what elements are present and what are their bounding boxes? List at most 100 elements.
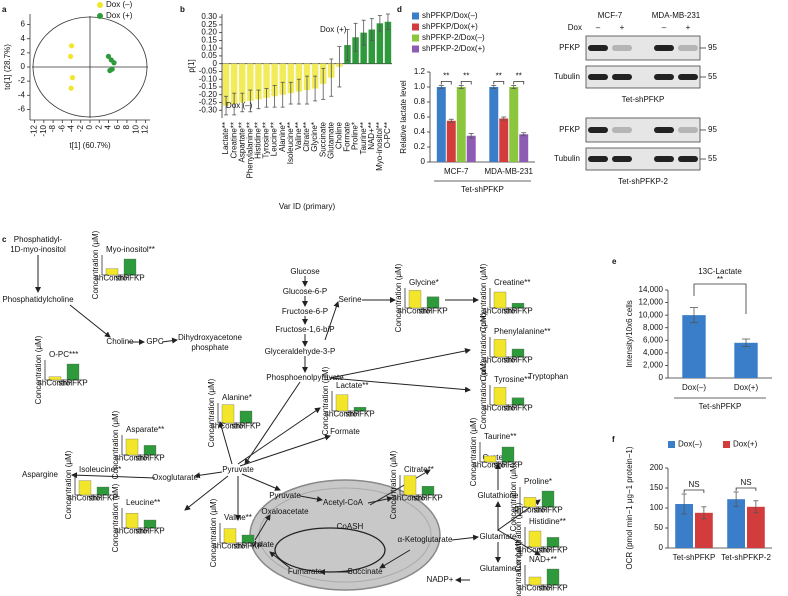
mini-bar bbox=[143, 519, 157, 529]
mini-bar bbox=[501, 446, 515, 463]
mini-bar bbox=[48, 376, 62, 381]
mini-category: shPFKP bbox=[533, 506, 562, 515]
x-tick-label: Tet-shPFKP bbox=[673, 553, 716, 562]
blot-band bbox=[654, 74, 674, 80]
y-tick-label: 0.8 bbox=[414, 97, 426, 106]
legend-label: shPFKP/Dox(+) bbox=[422, 22, 478, 31]
bar bbox=[295, 63, 303, 92]
legend-label: Dox(–) bbox=[678, 440, 702, 449]
mini-bar bbox=[403, 475, 417, 496]
pathway-node: Acetyl-CoA bbox=[323, 498, 364, 507]
pathway-arrow bbox=[237, 407, 321, 465]
legend-label: shPFKP-2/Dox(+) bbox=[422, 44, 485, 53]
y-tick-label: -4 bbox=[18, 90, 26, 99]
blot-band bbox=[612, 127, 632, 133]
y-axis-label: to[1] (28.7%) bbox=[3, 44, 12, 90]
mini-category: shControl bbox=[473, 461, 507, 470]
mini-category: shControl bbox=[483, 356, 517, 365]
y-tick-label: 0 bbox=[21, 62, 26, 71]
mini-bar bbox=[511, 397, 525, 406]
mini-title: O-PC*** bbox=[49, 350, 78, 359]
y-axis-label: Intensity/10x6 cells bbox=[625, 300, 634, 368]
bar bbox=[675, 504, 694, 548]
y-tick-label: -2 bbox=[18, 76, 26, 85]
annotation: ** bbox=[516, 72, 522, 81]
legend-label: Dox(+) bbox=[733, 440, 758, 449]
mini-title: NAD+** bbox=[529, 555, 557, 564]
mini-ylabel: Concentration (μM) bbox=[514, 540, 523, 596]
blot-band bbox=[654, 127, 674, 133]
x-tick-label: Lactate** bbox=[221, 122, 230, 154]
blot-band bbox=[588, 127, 608, 133]
mini-category: shPFKP bbox=[233, 542, 262, 551]
pathway-arrow bbox=[451, 534, 479, 541]
point bbox=[107, 67, 113, 74]
x-tick-label: Dox(–) bbox=[682, 383, 706, 392]
pathway-arrow bbox=[269, 551, 291, 569]
cell-line: MDA-MB-231 bbox=[652, 11, 701, 20]
mini-ylabel: Concentration (μM) bbox=[509, 462, 518, 531]
y-tick-label: 10,000 bbox=[639, 310, 664, 319]
pathway-arrow bbox=[497, 529, 541, 556]
bar bbox=[263, 63, 270, 98]
mini-bar bbox=[143, 445, 157, 456]
y-tick-label: -0.10 bbox=[199, 74, 218, 83]
pathway-node: Pyruvate bbox=[222, 465, 254, 474]
x-tick-label: 8 bbox=[122, 124, 131, 129]
mini-bar bbox=[493, 291, 507, 309]
annotation: NS bbox=[740, 478, 751, 487]
cell-line: MCF-7 bbox=[598, 11, 623, 20]
mini-bar bbox=[223, 528, 237, 544]
mini-title: Tyrosine** bbox=[494, 375, 530, 384]
legend-swatch bbox=[412, 23, 419, 31]
mini-category: shControl bbox=[115, 454, 149, 463]
x-tick-label: Glycine* bbox=[310, 122, 319, 152]
panel-label: d bbox=[397, 5, 402, 14]
annotation: Dox (–) bbox=[226, 101, 253, 110]
mini-ylabel: Concentration (μM) bbox=[34, 335, 43, 404]
mini-bar bbox=[125, 513, 139, 529]
x-tick-label: MCF-7 bbox=[444, 167, 469, 176]
mini-title: Asparate** bbox=[126, 425, 164, 434]
x-tick-label: 2 bbox=[94, 124, 103, 129]
x-tick-label: 4 bbox=[104, 124, 113, 129]
y-axis-label: OCR (pmol min−1 μg−1 protein−1) bbox=[625, 446, 634, 569]
mini-category: shControl bbox=[483, 404, 517, 413]
mini-ylabel: Concentration (μM) bbox=[394, 263, 403, 332]
mini-title: Isoleucine** bbox=[79, 465, 121, 474]
bar bbox=[287, 63, 295, 94]
y-tick-label: 4 bbox=[21, 34, 26, 43]
pathway-node: Fructose-1,6-biP bbox=[275, 325, 334, 334]
mini-category: shPFKP bbox=[58, 379, 87, 388]
bar bbox=[368, 29, 375, 64]
legend-swatch bbox=[668, 441, 675, 448]
bar bbox=[222, 63, 230, 106]
x-tick-label: NAD+** bbox=[367, 122, 376, 150]
pathway-arrow bbox=[244, 381, 301, 465]
pathway-node: Formate bbox=[330, 427, 360, 436]
legend-swatch bbox=[412, 34, 419, 42]
pathway-node: Tryptophan bbox=[528, 372, 568, 381]
mini-category: shPFKP bbox=[418, 307, 447, 316]
y-tick-label: 0 bbox=[421, 157, 426, 166]
bar bbox=[436, 87, 446, 162]
y-tick-label: -6 bbox=[18, 105, 26, 114]
pathway-node: Glucose bbox=[290, 267, 320, 276]
mini-ylabel: Concentration (μM) bbox=[514, 502, 523, 571]
bar bbox=[446, 120, 456, 162]
blot-band bbox=[678, 74, 698, 80]
mini-bar bbox=[523, 497, 537, 508]
mini-category: shPFKP bbox=[231, 422, 260, 431]
mini-bar bbox=[421, 486, 435, 496]
mini-title: Histidine** bbox=[529, 517, 566, 526]
pathway-node: Aspargine bbox=[22, 470, 59, 479]
pathway-arrow bbox=[194, 471, 223, 479]
x-tick-label: Succinate bbox=[318, 121, 327, 157]
mini-bar bbox=[335, 394, 349, 412]
mini-ylabel: Concentration (μM) bbox=[479, 360, 488, 429]
y-tick-label: 6,000 bbox=[643, 335, 664, 344]
y-tick-label: 0.15 bbox=[201, 35, 217, 44]
pathway-node: Choline bbox=[106, 337, 134, 346]
pathway-node: Serine bbox=[338, 295, 362, 304]
